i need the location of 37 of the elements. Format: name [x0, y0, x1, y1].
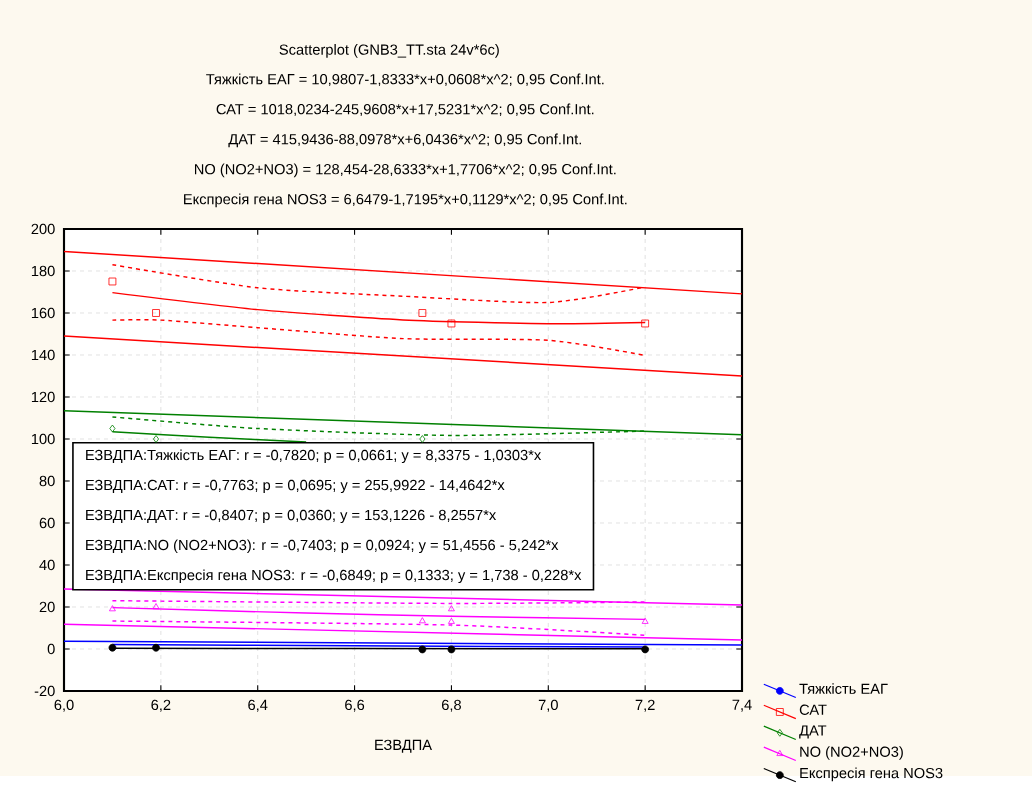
x-tick-label: 6,0: [54, 699, 74, 712]
y-tick-label: 120: [31, 391, 55, 402]
text: NO (NO2+NO3) = 128,454-28,6333*x+1,7706*x^2; 0,95 Conf.Int.: [195, 163, 616, 178]
annotation: ЕЗВДПА:САТ: r = -0,7763; p = 0,0695; y = 255,9922 - 14,4642*x: [86, 479, 505, 493]
x-tick-label: 6,6: [345, 699, 365, 712]
chart-title: Scatterplot (GNB3_TT.sta 24v*6c): [279, 43, 499, 58]
y-tick-label: -20: [34, 685, 55, 696]
y-tick-label: 100: [31, 433, 55, 444]
y-tick-label: 0: [47, 643, 55, 654]
x-tick-label: 6,8: [441, 699, 461, 712]
y-tick-label: 160: [31, 307, 55, 318]
y-tick-label: 20: [39, 601, 55, 612]
legend-label: САТ: [799, 704, 827, 715]
text: Експресія гена NOS3 = 6,6479-1,7195*x+0,1129*x^2; 0,95 Conf.Int.: [184, 193, 627, 208]
x-tick-label: 6,4: [248, 699, 268, 712]
x-tick-label: 7,4: [732, 699, 752, 712]
legend-label: Експресія гена NOS3: [800, 767, 943, 781]
x-axis-title: ЕЗВДПА: [375, 739, 432, 753]
x-tick-label: 7,2: [635, 699, 655, 712]
annotation: ЕЗВДПА:NO (NO2+NO3): r = -0,7403; p = 0,0924; y = 51,4556 - 5,242*x: [86, 539, 559, 553]
text: САТ = 1018,0234-245,9608*x+17,5231*x^2; 0,95 Conf.Int.: [216, 103, 594, 116]
text: Тяжкість ЕАГ = 10,9807-1,8333*x+0,0608*x^2; 0,95 Conf.Int.: [206, 73, 604, 86]
y-tick-label: 40: [39, 559, 55, 570]
legend-label: NO (NO2+NO3): [800, 745, 903, 760]
y-tick-label: 140: [31, 349, 55, 360]
y-tick-label: 60: [39, 517, 55, 528]
legend-label: Тяжкість ЕАГ: [799, 683, 888, 694]
annotation: ЕЗВДПА:ДАТ: r = -0,8407; p = 0,0360; y = 153,1226 - 8,2557*x: [86, 509, 497, 523]
y-tick-label: 200: [31, 223, 55, 234]
y-tick-label: 180: [31, 265, 55, 276]
x-tick-label: 7,0: [538, 699, 558, 712]
x-tick-label: 6,2: [151, 699, 171, 712]
annotation: ЕЗВДПА:Тяжкість ЕАГ: r = -0,7820; p = 0,0661; y = 8,3375 - 1,0303*x: [86, 449, 542, 463]
legend-label: ДАТ: [799, 725, 827, 739]
text: ДАТ = 415,9436-88,0978*x+6,0436*x^2; 0,95 Conf.Int.: [228, 133, 581, 147]
y-tick-label: 80: [39, 475, 55, 486]
annotation: ЕЗВДПА:Експресія гена NOS3: r = -0,6849; p = 0,1333; y = 1,738 - 0,228*x: [86, 569, 582, 583]
